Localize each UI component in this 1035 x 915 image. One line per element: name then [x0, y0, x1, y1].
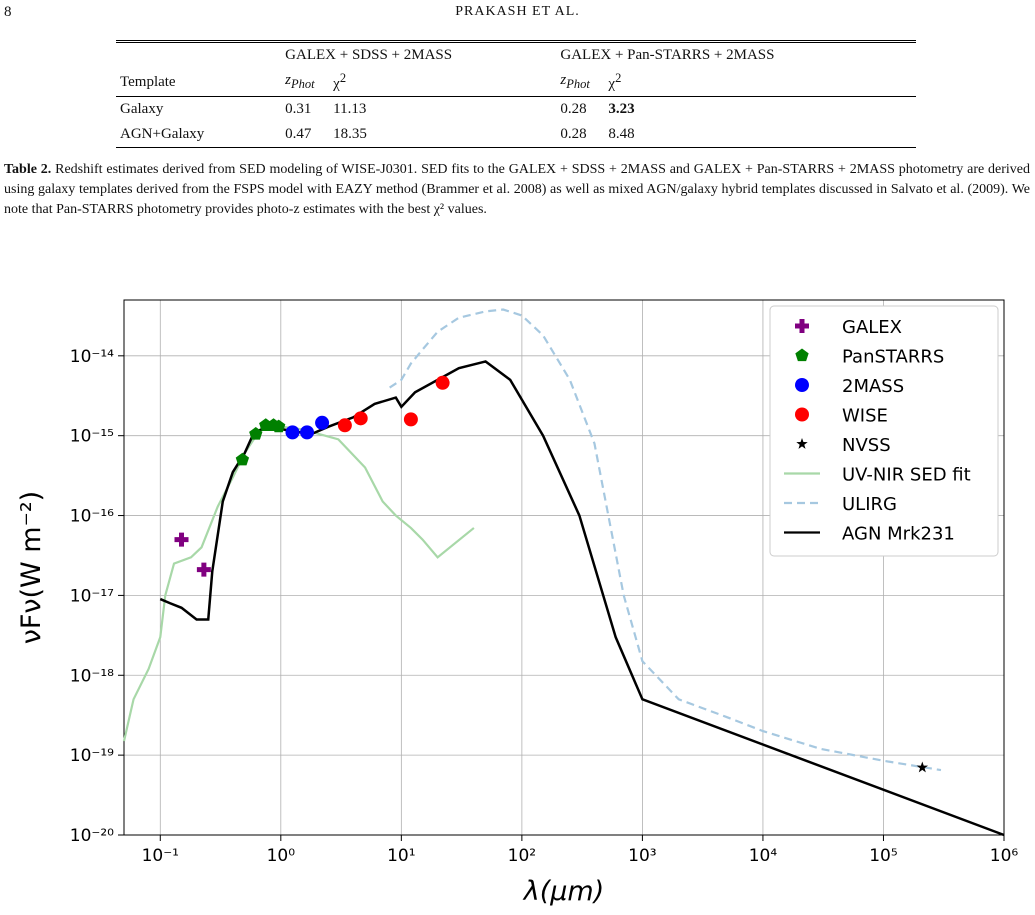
legend-label: WISE [842, 406, 888, 427]
x-axis-label: λ(μm) [522, 876, 605, 907]
y-tick-label: 10⁻¹⁷ [70, 586, 114, 606]
marker [403, 412, 418, 427]
legend-label: UV-NIR SED fit [842, 465, 971, 486]
legend-swatch [795, 348, 809, 362]
column-header: χ [333, 76, 340, 92]
legend-swatch [796, 438, 808, 449]
legend-frame [769, 305, 999, 557]
marker [196, 562, 211, 577]
x-tick-label: 10¹ [387, 846, 415, 866]
column-sup: 2 [615, 71, 622, 85]
column-header: Template [116, 68, 282, 97]
y-axis-label: νFν(W m⁻²) [16, 491, 47, 644]
cell: 0.28 [560, 126, 587, 142]
marker [249, 426, 263, 440]
marker [300, 425, 315, 440]
legend-swatch [795, 407, 809, 422]
column-header: χ [608, 76, 616, 92]
legend-label: PanSTARRS [842, 347, 944, 368]
legend-label: ULIRG [842, 494, 897, 515]
cell: 8.48 [608, 126, 635, 142]
marker [315, 415, 330, 430]
y-tick-label: 10⁻²⁰ [70, 826, 114, 846]
marker [174, 532, 189, 547]
legend-label: NVSS [842, 435, 891, 456]
cell: 11.13 [333, 101, 367, 117]
plot-frame [123, 299, 1005, 836]
running-title: PRAKASH ET AL. [455, 4, 580, 19]
page-number: 8 [4, 4, 12, 20]
cell: 3.23 [608, 101, 635, 117]
legend-swatch [795, 319, 809, 333]
series-line [389, 308, 942, 772]
legend-label: 2MASS [842, 376, 904, 397]
caption: Table 2. Redshift estimates derived from… [4, 160, 1030, 220]
results-table: GALEX + SDSS + 2MASS GALEX + Pan-STARRS … [116, 40, 916, 148]
cell: 0.31 [285, 101, 312, 117]
column-sub: Phot [566, 77, 590, 91]
x-tick-label: 10⁻¹ [142, 846, 179, 866]
y-tick-label: 10⁻¹⁴ [70, 347, 114, 367]
marker [272, 419, 286, 433]
legend-label: GALEX [842, 317, 902, 338]
marker [916, 761, 929, 773]
group-header: GALEX + Pan-STARRS + 2MASS [560, 47, 775, 63]
marker [337, 418, 352, 433]
series-line [122, 425, 475, 742]
caption-text: Redshift estimates derived from SED mode… [4, 162, 1031, 217]
caption-label: Table 2. [4, 162, 52, 177]
cell: 18.35 [333, 126, 367, 142]
x-tick-label: 10⁶ [990, 846, 1019, 866]
x-tick-label: 10⁵ [869, 846, 897, 866]
y-tick-label: 10⁻¹⁹ [70, 746, 114, 766]
marker [285, 425, 300, 440]
column-sup: 2 [339, 71, 347, 85]
cell: Galaxy [120, 101, 164, 117]
legend-swatch [795, 378, 809, 392]
x-tick-label: 10² [508, 846, 536, 866]
y-tick-label: 10⁻¹⁶ [70, 507, 114, 527]
cell: AGN+Galaxy [120, 126, 205, 142]
x-tick-label: 10⁴ [749, 846, 778, 866]
marker [353, 411, 368, 426]
cell: 0.28 [560, 101, 587, 117]
chart: 10⁻¹ 10⁰ 10¹ 10² 10³ 10⁴ 10⁵ 10⁶ 10⁻²⁰ 10⁻¹⁹ 10⁻¹⁸… [16, 299, 1019, 907]
legend-label: AGN Mrk231 [842, 524, 955, 545]
group-header: GALEX + SDSS + 2MASS [285, 47, 453, 63]
column-sub: Phot [291, 77, 315, 91]
marker [235, 452, 250, 466]
marker [435, 375, 450, 390]
x-tick-label: 10⁰ [267, 846, 296, 866]
y-tick-label: 10⁻¹⁸ [70, 666, 114, 686]
legend: GALEX PanSTARRS 2MASS WISE NVSS UV-NIR SED fi… [769, 305, 999, 557]
y-tick-label: 10⁻¹⁵ [70, 427, 114, 447]
x-tick-label: 10³ [628, 846, 656, 866]
column-header: z [560, 72, 567, 88]
cell: 0.47 [285, 126, 312, 142]
column-header: z [285, 72, 291, 88]
